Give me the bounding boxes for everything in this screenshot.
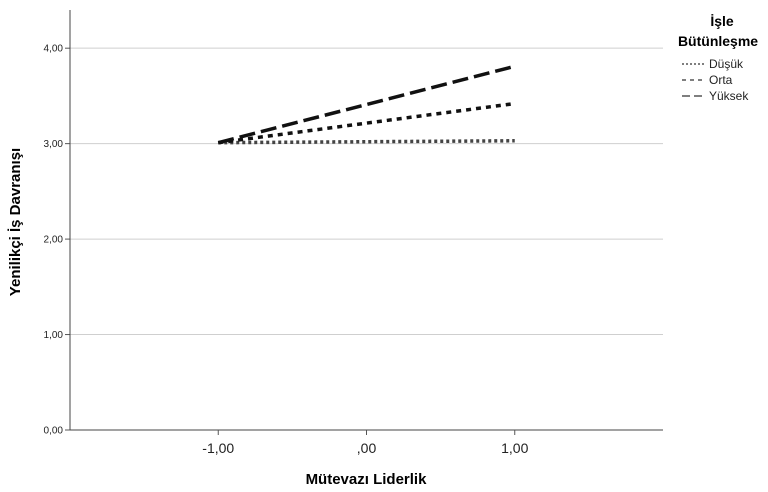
grid <box>70 47 663 336</box>
legend-label: Yüksek <box>709 89 749 103</box>
axes: 0,00 1,00 2,00 3,00 4,00 -1,00 ,00 1,00 <box>44 10 663 456</box>
x-axis-title: Mütevazı Liderlik <box>306 471 428 488</box>
y-axis-title: Yenilikçi İş Davranışı <box>7 148 24 296</box>
y-tick-label: 2,00 <box>44 235 64 246</box>
series-line-2 <box>217 64 516 145</box>
legend-label: Düşük <box>709 57 744 71</box>
legend-title-line-2: Bütünleşme <box>678 33 758 49</box>
legend-items: Düşük Orta Yüksek <box>682 57 749 103</box>
series-line-0 <box>218 139 515 145</box>
x-tick-label: -1,00 <box>202 440 234 456</box>
y-tick-label: 3,00 <box>44 139 64 150</box>
legend-label: Orta <box>709 73 733 87</box>
series-line-1 <box>218 101 515 145</box>
y-tick-label: 1,00 <box>44 330 64 341</box>
series-lines <box>217 64 516 145</box>
legend-title-line-1: İşle <box>710 13 734 29</box>
x-tick-label: ,00 <box>357 440 377 456</box>
x-tick-label: 1,00 <box>501 440 528 456</box>
y-tick-label: 4,00 <box>44 44 64 55</box>
legend: İşle Bütünleşme Düşük Orta Yüksek <box>678 13 758 103</box>
y-tick-label: 0,00 <box>44 426 64 437</box>
